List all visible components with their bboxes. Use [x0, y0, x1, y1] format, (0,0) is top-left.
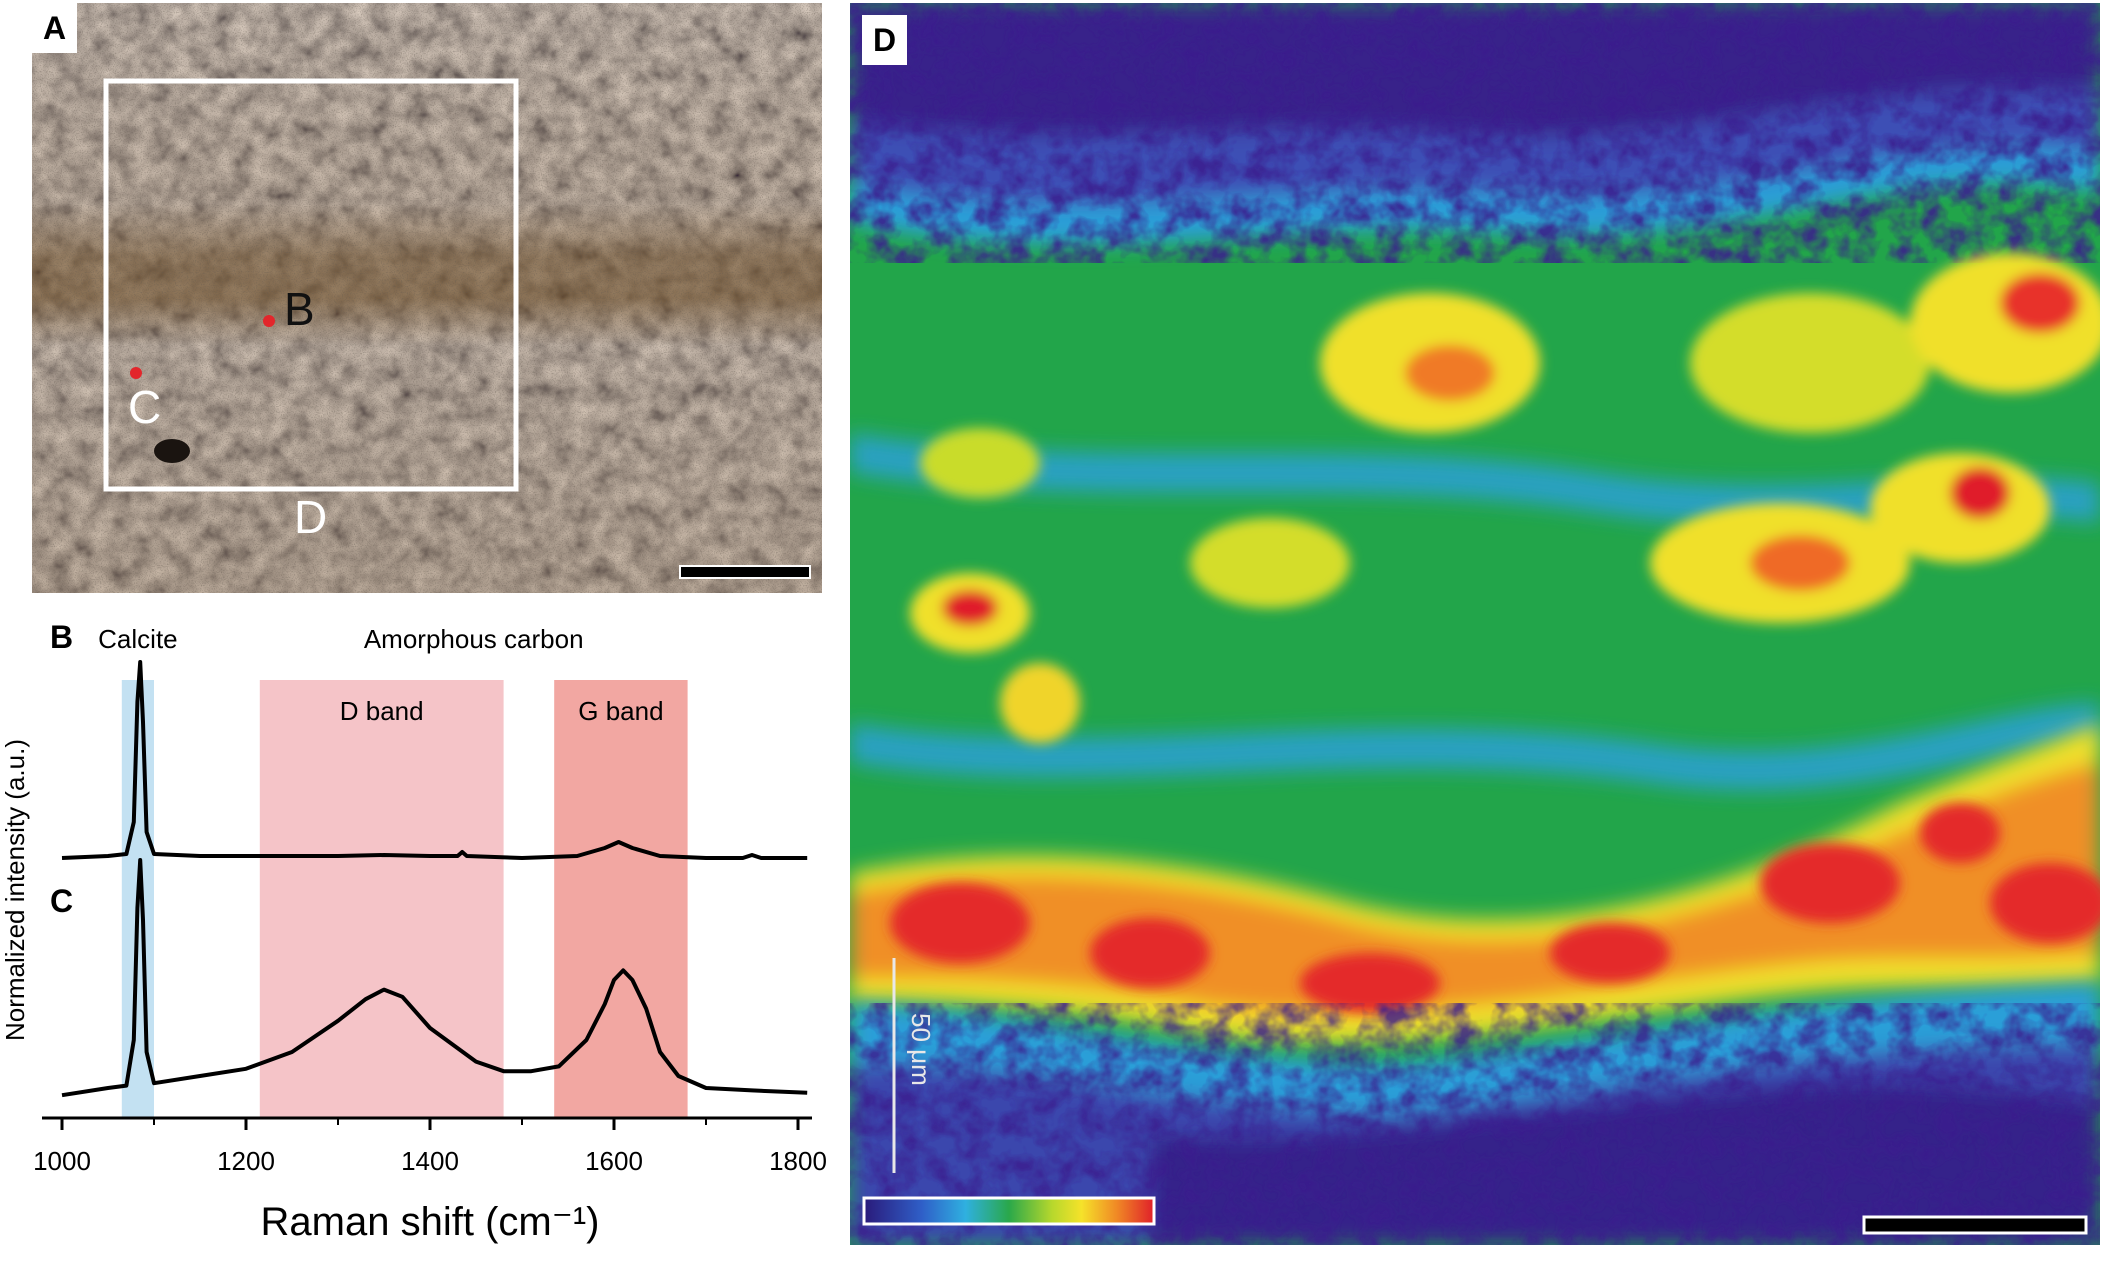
region-d-box: [103, 78, 519, 492]
spectrum-line-b: [61, 660, 808, 860]
x-tick-label-1200: 1200: [217, 1146, 275, 1176]
panel-letter-b: B: [50, 619, 73, 655]
x-tick-label-1800: 1800: [769, 1146, 827, 1176]
x-axis-label: Raman shift (cm⁻¹): [261, 1200, 600, 1244]
band-label-calcite: Calcite: [98, 624, 177, 654]
point-c-marker: [130, 367, 142, 379]
band-label-d: D band: [340, 696, 424, 726]
spectrum-line-c: [61, 858, 808, 1098]
map-scale-bar: [1862, 1215, 2088, 1235]
point-c-label: C: [128, 381, 161, 433]
spectra-svg: Calcite Amorphous carbon D band G band B C 100…: [0, 619, 827, 1244]
band-region-2: [554, 680, 688, 1118]
panel-letter-a: A: [32, 3, 78, 53]
raman-map-image: 50 μm: [850, 3, 2100, 1245]
band-label-g: G band: [578, 696, 663, 726]
raman-map-panel-d: 50 μm D: [850, 3, 2100, 1245]
point-b-marker: [263, 315, 275, 327]
map-scale-label: 50 μm: [906, 1013, 936, 1086]
raman-spectra-panel: Calcite Amorphous carbon D band G band B C 100…: [0, 600, 830, 1264]
scale-bar: [679, 565, 811, 579]
panel-letter-d: D: [862, 15, 908, 65]
region-d-label: D: [294, 491, 327, 543]
y-axis-label: Normalized intensity (a.u.): [0, 739, 30, 1041]
map-color-scale-bar: [862, 1196, 1156, 1226]
micrograph-image: B C D: [32, 3, 822, 593]
x-tick-label-1600: 1600: [585, 1146, 643, 1176]
group-label-amorphous-carbon: Amorphous carbon: [364, 624, 584, 654]
x-tick-label-1400: 1400: [401, 1146, 459, 1176]
raman-spectra-chart: Calcite Amorphous carbon D band G band B C 100…: [0, 600, 830, 1264]
point-b-label: B: [284, 283, 315, 335]
micrograph-panel-a: B C D A: [32, 3, 822, 593]
x-tick-label-1000: 1000: [33, 1146, 91, 1176]
panel-letter-c: C: [50, 883, 73, 919]
band-region-1: [259, 680, 504, 1118]
